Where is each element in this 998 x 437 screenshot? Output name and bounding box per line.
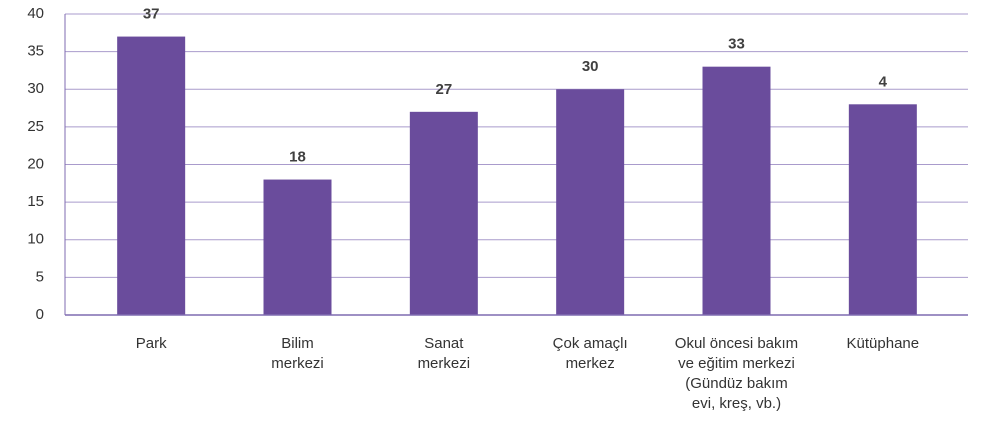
- bar: [409, 111, 478, 315]
- y-tick-label: 35: [27, 43, 44, 60]
- bar: [556, 89, 625, 315]
- y-tick-label: 0: [36, 306, 44, 323]
- x-tick-label: Kütüphane: [847, 335, 920, 352]
- value-label: 30: [582, 58, 599, 75]
- value-label: 37: [143, 6, 160, 23]
- x-tick-label: Okul öncesi bakım ve eğitim merkezi (Gündü…: [675, 335, 798, 412]
- value-label: 18: [289, 149, 306, 166]
- y-tick-label: 10: [27, 231, 44, 248]
- y-tick-label: 5: [36, 268, 44, 285]
- value-label: 4: [879, 73, 888, 90]
- y-tick-label: 30: [27, 80, 44, 97]
- bar: [702, 66, 771, 315]
- x-tick-label: Sanat merkezi: [418, 335, 471, 372]
- bar: [263, 179, 332, 315]
- bar: [117, 36, 186, 315]
- x-tick-label: Bilim merkezi: [271, 335, 324, 372]
- x-tick-label: Park: [136, 335, 167, 352]
- y-tick-label: 15: [27, 193, 44, 210]
- value-label: 27: [435, 81, 452, 98]
- bar: [848, 104, 917, 315]
- value-label: 33: [728, 36, 745, 53]
- y-tick-label: 40: [27, 5, 44, 22]
- y-tick-label: 25: [27, 118, 44, 135]
- x-tick-label: Çok amaçlı merkez: [553, 335, 628, 372]
- y-tick-label: 20: [27, 155, 44, 172]
